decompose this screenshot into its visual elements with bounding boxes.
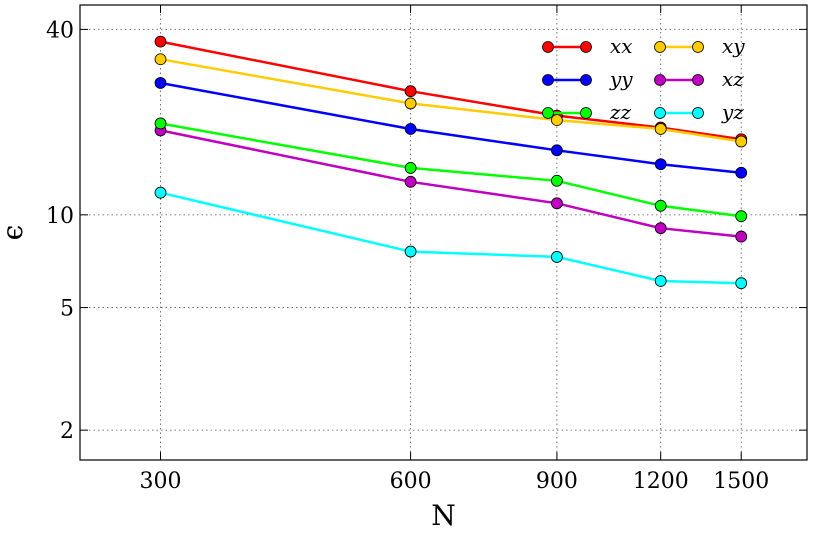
data-point: [154, 186, 167, 199]
legend-marker: [542, 41, 554, 53]
x-tick-label: 1500: [713, 469, 769, 494]
data-point: [654, 199, 667, 212]
legend-marker: [580, 74, 592, 86]
data-point: [735, 166, 748, 179]
legend-marker: [692, 74, 704, 86]
legend-label: xx: [610, 34, 633, 58]
data-point: [654, 275, 667, 287]
series-yz: [154, 186, 748, 290]
legend-label: zz: [609, 100, 632, 124]
data-point: [551, 197, 563, 210]
legend-label: yz: [721, 100, 744, 124]
data-point: [404, 245, 417, 258]
series-line: [160, 57, 742, 143]
data-point: [404, 97, 417, 110]
series-line: [160, 129, 742, 238]
data-point: [654, 123, 667, 135]
y-tick-label: 40: [46, 18, 74, 43]
data-point: [551, 144, 563, 157]
legend-marker: [692, 107, 704, 119]
legend-label: xz: [722, 67, 744, 91]
series-yy: [154, 77, 748, 179]
y-axis-label: ϵ: [0, 225, 29, 241]
legend-marker: [654, 41, 666, 53]
data-point: [654, 222, 667, 235]
series-layer: [154, 35, 748, 290]
x-tick-label: 300: [140, 469, 182, 494]
data-point: [404, 175, 417, 188]
y-tick-label: 2: [60, 419, 74, 444]
x-tick-label: 900: [536, 469, 578, 494]
legend-marker: [580, 41, 592, 53]
legend-entry-zz: zz: [542, 100, 632, 124]
data-point: [551, 174, 563, 187]
series-zz: [154, 117, 748, 223]
data-point: [404, 123, 417, 135]
plot-frame: [79, 4, 808, 461]
legend: xx yy zz xy xz yz: [542, 34, 745, 124]
legend-marker: [654, 74, 666, 86]
data-point: [404, 85, 417, 98]
y-tick-label: 5: [60, 297, 74, 322]
data-point: [735, 277, 748, 290]
data-point: [654, 158, 667, 171]
data-point: [735, 230, 748, 243]
data-point: [551, 114, 563, 127]
legend-marker: [542, 74, 554, 86]
x-tick-label: 1200: [633, 469, 689, 494]
legend-entry-xx: xx: [542, 34, 633, 58]
data-point: [735, 135, 748, 148]
series-xz: [154, 124, 748, 243]
legend-label: yy: [609, 67, 633, 91]
data-point: [154, 35, 167, 48]
legend-entry-xz: xz: [654, 67, 744, 91]
legend-entry-yy: yy: [542, 67, 633, 91]
grid: [80, 5, 807, 460]
data-point: [154, 77, 167, 89]
legend-label: xy: [722, 34, 745, 58]
x-tick-label: 600: [390, 469, 432, 494]
ticks: 300 600 900 1200 1500 2 5 10 40: [46, 5, 807, 494]
x-axis-label: N: [431, 499, 456, 532]
data-point: [735, 210, 748, 223]
data-point: [154, 117, 167, 130]
legend-marker: [692, 41, 704, 53]
legend-entry-yz: yz: [654, 100, 744, 124]
data-point: [154, 53, 167, 66]
series-line: [160, 122, 742, 218]
data-point: [551, 251, 563, 263]
series-line: [160, 191, 742, 285]
legend-marker: [580, 107, 592, 119]
series-line: [160, 40, 742, 141]
legend-marker: [542, 107, 554, 119]
legend-marker: [654, 107, 666, 119]
legend-entry-xy: xy: [654, 34, 745, 58]
data-point: [404, 162, 417, 174]
y-tick-label: 10: [46, 204, 74, 229]
series-xy: [154, 53, 748, 148]
